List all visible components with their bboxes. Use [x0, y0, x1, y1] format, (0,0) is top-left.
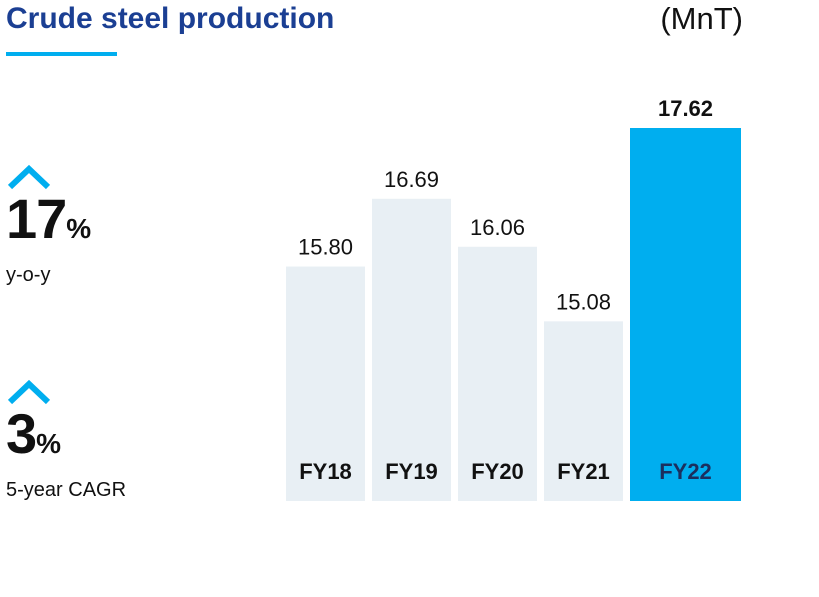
value-label-fy20: 16.06: [470, 215, 525, 240]
value-label-fy19: 16.69: [384, 167, 439, 192]
cagr-number: 3: [6, 402, 37, 465]
category-label-fy18: FY18: [299, 459, 352, 484]
bar-fy22: [630, 128, 741, 501]
category-label-fy20: FY20: [471, 459, 524, 484]
bar-fy19: [372, 198, 451, 501]
chevron-up-icon: [7, 379, 51, 405]
category-label-fy21: FY21: [557, 459, 610, 484]
yoy-stat: 17% y-o-y: [6, 163, 91, 287]
yoy-value: 17%: [6, 191, 91, 257]
yoy-number: 17: [6, 187, 67, 250]
value-label-fy18: 15.80: [298, 235, 353, 260]
bar-fy21: [544, 321, 623, 501]
title-underline: [6, 52, 117, 56]
page-title: Crude steel production: [6, 2, 335, 35]
category-label-fy22: FY22: [659, 459, 712, 484]
cagr-caption: 5-year CAGR: [6, 479, 127, 501]
value-label-fy22: 17.62: [658, 96, 713, 121]
cagr-value: 3%: [6, 406, 126, 472]
bar-fy18: [286, 266, 365, 501]
yoy-caption: y-o-y: [6, 264, 51, 286]
bar-fy20: [458, 246, 537, 501]
value-label-fy21: 15.08: [556, 289, 611, 314]
chevron-up-icon: [7, 164, 51, 190]
cagr-percent-sign: %: [36, 428, 62, 459]
unit-label: (MnT): [660, 1, 743, 36]
yoy-percent-sign: %: [66, 213, 92, 244]
category-label-fy19: FY19: [385, 459, 438, 484]
cagr-stat: 3% 5-year CAGR: [6, 378, 126, 502]
